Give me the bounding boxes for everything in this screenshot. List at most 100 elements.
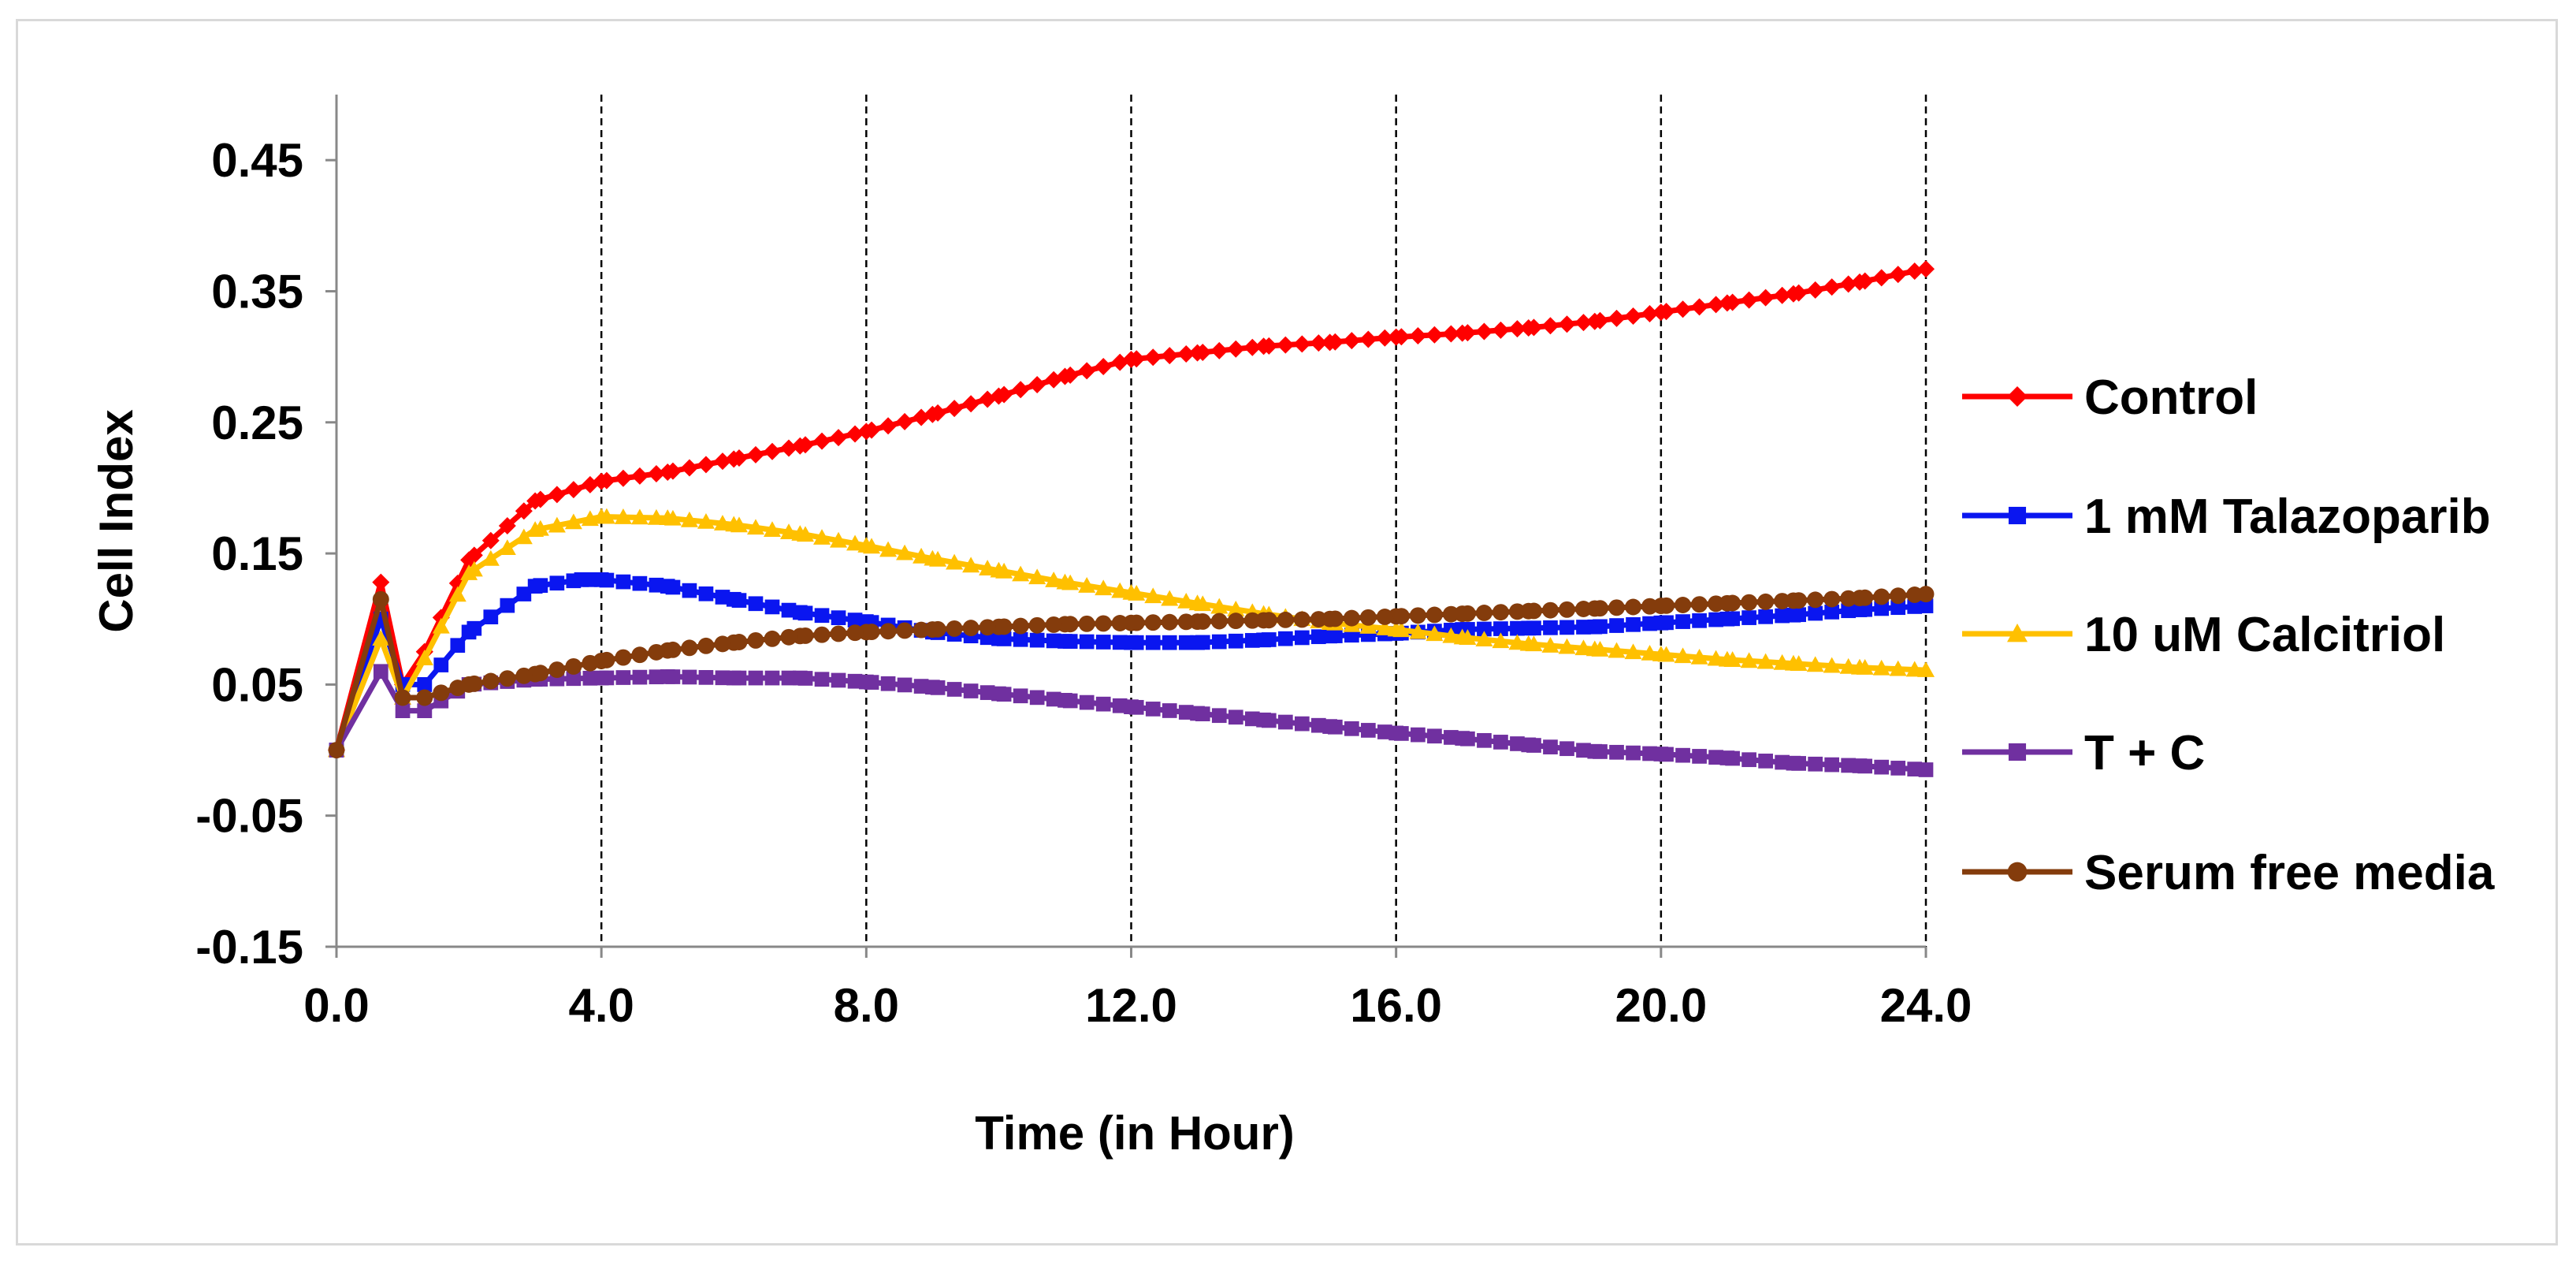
marker-t-c	[897, 677, 913, 693]
marker-control	[1409, 327, 1427, 345]
marker-t-c	[797, 671, 813, 686]
marker-1-mm-talazoparib	[1195, 635, 1210, 650]
marker-1-mm-talazoparib	[467, 620, 482, 636]
marker-t-c	[1659, 747, 1674, 762]
marker-10-um-calcitriol	[1194, 595, 1212, 612]
marker-10-um-calcitriol	[680, 511, 698, 527]
marker-control	[913, 408, 931, 426]
marker-control	[1608, 309, 1626, 327]
marker-1-mm-talazoparib	[698, 586, 714, 601]
marker-10-um-calcitriol	[1475, 631, 1493, 647]
marker-10-um-calcitriol	[614, 508, 632, 524]
series-serum-free-media	[328, 586, 1935, 758]
marker-t-c	[831, 672, 846, 688]
marker-serum-free-media	[1459, 605, 1476, 622]
marker-control	[1111, 353, 1129, 371]
marker-1-mm-talazoparib	[1211, 634, 1227, 650]
marker-10-um-calcitriol	[498, 539, 516, 555]
marker-10-um-calcitriol	[1823, 657, 1841, 673]
marker-serum-free-media	[1658, 597, 1675, 614]
marker-t-c	[566, 671, 582, 687]
marker-control	[1277, 336, 1295, 354]
marker-serum-free-media	[1906, 586, 1924, 603]
marker-serum-free-media	[1708, 595, 1725, 613]
marker-control	[1492, 321, 1510, 339]
y-tick-label: -0.15	[195, 921, 303, 974]
marker-control	[780, 439, 798, 457]
marker-t-c	[864, 675, 879, 690]
marker-1-mm-talazoparib	[1310, 629, 1326, 645]
marker-serum-free-media	[1675, 597, 1692, 613]
marker-10-um-calcitriol	[896, 544, 914, 560]
marker-1-mm-talazoparib	[764, 599, 780, 615]
marker-1-mm-talazoparib	[1692, 613, 1707, 628]
marker-serum-free-media	[830, 625, 847, 642]
marker-10-um-calcitriol	[929, 550, 947, 567]
marker-control	[1078, 362, 1096, 380]
marker-t-c	[1427, 728, 1442, 744]
y-tick-label: 0.25	[211, 397, 303, 449]
marker-t-c	[930, 680, 946, 695]
marker-10-um-calcitriol	[713, 515, 731, 531]
data-point-t-c	[1918, 762, 1934, 777]
marker-control	[1227, 340, 1245, 358]
marker-serum-free-media	[846, 624, 864, 642]
marker-serum-free-media	[1724, 594, 1741, 612]
marker-serum-free-media	[1078, 615, 1095, 632]
marker-10-um-calcitriol	[1177, 593, 1195, 609]
marker-serum-free-media	[449, 680, 467, 697]
marker-control	[813, 432, 831, 450]
marker-control	[1459, 324, 1477, 342]
marker-control	[1426, 326, 1444, 344]
marker-t-c	[1145, 702, 1161, 717]
marker-10-um-calcitriol	[432, 617, 450, 634]
marker-10-um-calcitriol	[1756, 653, 1775, 669]
marker-control	[697, 456, 715, 474]
marker-t-c	[1162, 703, 1177, 718]
marker-serum-free-media	[1359, 609, 1377, 626]
marker-1-mm-talazoparib	[1162, 635, 1177, 650]
marker-t-c	[1377, 724, 1392, 739]
marker-10-um-calcitriol	[1723, 651, 1741, 667]
marker-serum-free-media	[582, 654, 599, 672]
marker-serum-free-media	[1210, 613, 1228, 630]
marker-10-um-calcitriol	[548, 516, 566, 533]
marker-control	[581, 475, 599, 493]
marker-serum-free-media	[433, 684, 450, 702]
marker-10-um-calcitriol	[1409, 623, 1427, 639]
marker-1-mm-talazoparib	[1327, 628, 1343, 643]
marker-t-c	[1444, 730, 1459, 745]
series-t-c	[329, 664, 1934, 777]
marker-t-c	[1642, 746, 1657, 761]
marker-control	[746, 445, 764, 464]
marker-serum-free-media	[764, 630, 781, 647]
marker-10-um-calcitriol	[1045, 572, 1063, 587]
marker-control	[929, 404, 947, 422]
marker-control	[481, 531, 500, 549]
marker-t-c	[1178, 705, 1194, 720]
marker-t-c	[1228, 709, 1243, 725]
marker-control	[995, 385, 1013, 404]
marker-control	[548, 486, 566, 504]
marker-t-c	[1394, 726, 1409, 741]
marker-serum-free-media	[714, 635, 731, 653]
marker-10-um-calcitriol	[1227, 600, 1245, 616]
marker-serum-free-media	[780, 628, 797, 646]
marker-control	[1690, 298, 1708, 316]
marker-1-mm-talazoparib	[433, 657, 449, 672]
marker-t-c	[1062, 693, 1078, 709]
marker-serum-free-media	[482, 672, 500, 690]
marker-t-c	[764, 670, 780, 686]
x-tick-label: 0.0	[303, 979, 369, 1032]
data-point-t-c	[373, 664, 388, 680]
marker-control	[1624, 307, 1642, 325]
marker-t-c	[1277, 714, 1293, 730]
marker-1-mm-talazoparib	[1046, 633, 1061, 649]
marker-t-c	[1477, 732, 1492, 748]
marker-serum-free-media	[879, 623, 897, 640]
marker-serum-free-media	[466, 675, 483, 692]
marker-serum-free-media	[1442, 605, 1459, 623]
marker-10-um-calcitriol	[995, 562, 1013, 579]
marker-10-um-calcitriol	[763, 521, 781, 538]
marker-control	[1243, 338, 1262, 356]
